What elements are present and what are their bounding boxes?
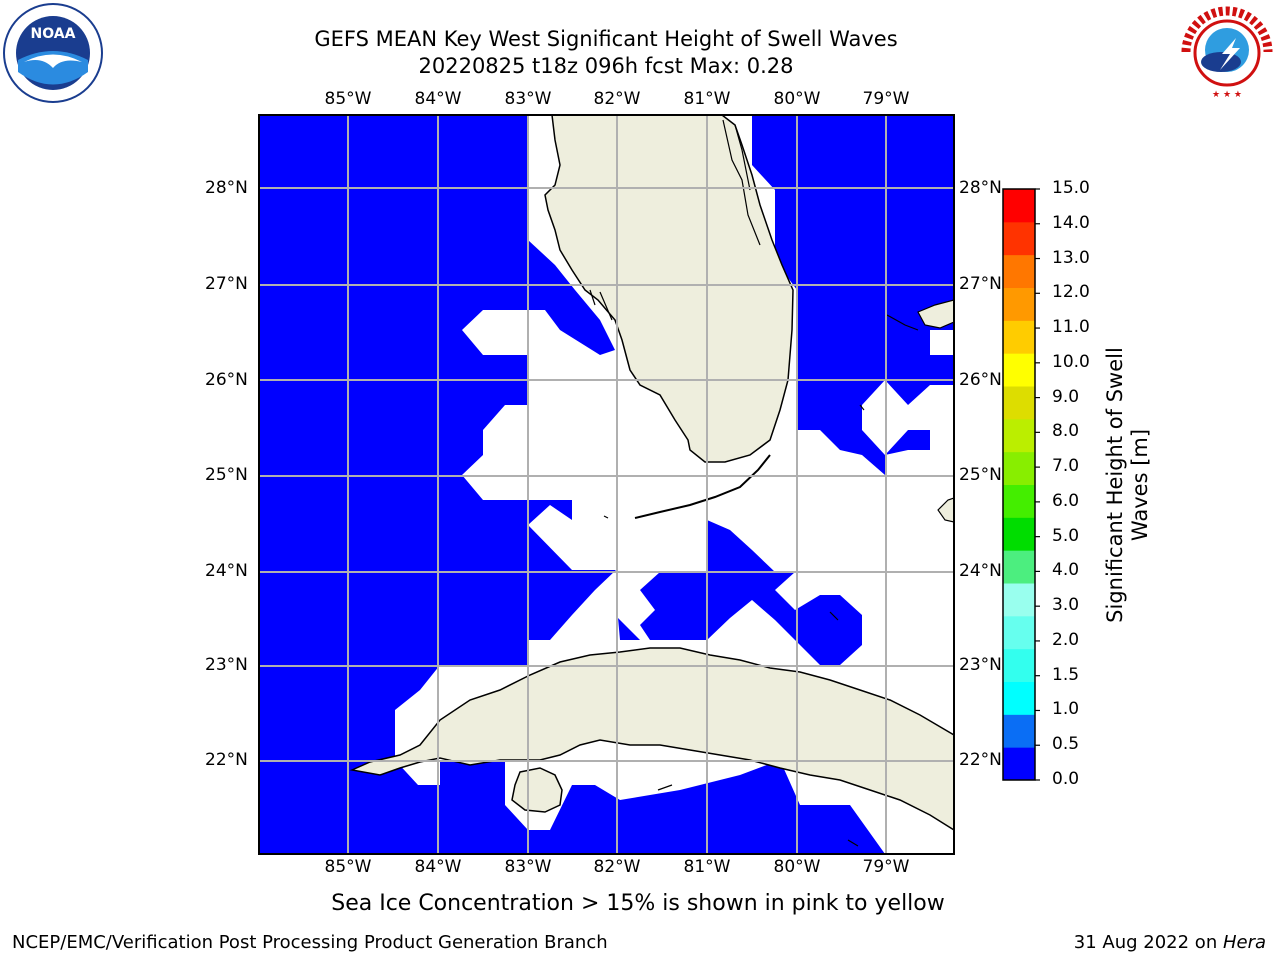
colorbar-tick-label: 1.5 (1052, 664, 1080, 685)
colorbar-tick-label: 9.0 (1052, 386, 1080, 407)
colorbar (1002, 188, 1040, 781)
colorbar-title: Significant Height of Swell Waves [m] (1103, 347, 1152, 623)
water-region (885, 380, 954, 405)
colorbar-swatch (1003, 386, 1035, 420)
lat-label-right: 22°N (959, 750, 1002, 770)
colorbar-tick-label: 4.0 (1052, 560, 1080, 581)
colorbar-swatch (1003, 583, 1035, 617)
colorbar-tick-label: 6.0 (1052, 490, 1080, 511)
lon-label-top: 82°W (593, 89, 641, 109)
coast-line (603, 314, 919, 847)
lat-label-left: 24°N (205, 561, 248, 581)
colorbar-tick-label: 10.0 (1052, 351, 1090, 372)
land-region (917, 299, 954, 329)
noaa-logo-text: NOAA (31, 26, 76, 42)
colorbar-swatch (1003, 648, 1035, 682)
water-region (752, 115, 954, 475)
lon-label-top: 80°W (773, 89, 821, 109)
lon-label-bottom: 79°W (862, 857, 910, 877)
colorbar-tick-label: 13.0 (1052, 247, 1090, 268)
colorbar-tick-label: 8.0 (1052, 421, 1080, 442)
colorbar-swatch (1003, 353, 1035, 387)
colorbar-tick-label: 0.5 (1052, 734, 1080, 755)
footer-date: 31 Aug 2022 on Hera (1074, 932, 1266, 953)
footer-credit: NCEP/EMC/Verification Post Processing Pr… (12, 932, 608, 953)
colorbar-frame (1002, 188, 1036, 781)
land-region (937, 497, 954, 523)
water-region (618, 618, 640, 640)
colorbar-swatch (1003, 517, 1035, 551)
colorbar-swatch (1003, 550, 1035, 584)
lat-label-right: 25°N (959, 465, 1002, 485)
colorbar-swatch (1003, 189, 1035, 223)
land-region (544, 115, 794, 463)
footer-host: Hera (1222, 932, 1266, 953)
svg-text:★ ★ ★: ★ ★ ★ (1212, 90, 1242, 100)
colorbar-tick-label: 14.0 (1052, 212, 1090, 233)
sea-ice-caption: Sea Ice Concentration > 15% is shown in … (331, 891, 945, 916)
colorbar-swatch (1003, 254, 1035, 288)
water-region (640, 520, 862, 665)
lon-label-top: 83°W (504, 89, 552, 109)
lon-label-top: 85°W (324, 89, 372, 109)
lon-label-bottom: 84°W (414, 857, 462, 877)
land-region (349, 647, 954, 831)
colorbar-tick-label: 0.0 (1052, 769, 1080, 789)
lat-label-left: 27°N (205, 274, 248, 294)
colorbar-tick-label: 15.0 (1052, 178, 1090, 198)
lon-label-top: 84°W (414, 89, 462, 109)
lon-label-bottom: 85°W (324, 857, 372, 877)
map-frame (258, 114, 955, 855)
lat-label-right: 26°N (959, 370, 1002, 390)
colorbar-swatch (1003, 681, 1035, 715)
nws-logo: ★ ★ ★ (1179, 5, 1275, 101)
lon-label-bottom: 83°W (504, 857, 552, 877)
coast-line (722, 119, 761, 246)
colorbar-tick-label: 12.0 (1052, 282, 1090, 303)
lon-label-bottom: 82°W (593, 857, 641, 877)
colorbar-tick-label: 2.0 (1052, 629, 1080, 650)
colorbar-tick-label: 11.0 (1052, 317, 1090, 338)
chart-title: GEFS MEAN Key West Significant Height of… (314, 27, 898, 51)
lat-label-left: 28°N (205, 178, 248, 198)
lon-label-top: 81°W (683, 89, 731, 109)
colorbar-swatch (1003, 221, 1035, 256)
footer-date-text: 31 Aug 2022 on (1073, 932, 1223, 953)
lat-label-left: 22°N (205, 750, 248, 770)
colorbar-swatch (1003, 451, 1035, 485)
lat-label-right: 24°N (959, 561, 1002, 581)
lat-label-left: 23°N (205, 655, 248, 675)
lon-label-bottom: 81°W (683, 857, 731, 877)
colorbar-tick-label: 1.0 (1052, 699, 1080, 720)
lat-label-left: 26°N (205, 370, 248, 390)
lat-label-right: 23°N (959, 655, 1002, 675)
lat-label-right: 27°N (959, 274, 1002, 294)
lon-label-top: 79°W (862, 89, 910, 109)
colorbar-swatch (1003, 484, 1035, 518)
colorbar-tick-label: 5.0 (1052, 525, 1080, 546)
colorbar-swatch (1003, 418, 1035, 453)
coast-line (589, 289, 613, 321)
lon-label-bottom: 80°W (773, 857, 821, 877)
colorbar-swatch (1003, 615, 1035, 650)
colorbar-tick-label: 3.0 (1052, 595, 1080, 616)
florida-keys (634, 454, 771, 519)
noaa-logo: NOAA (3, 3, 103, 103)
colorbar-tick-label: 7.0 (1052, 456, 1080, 477)
water-region (259, 115, 885, 854)
colorbar-swatch (1003, 747, 1035, 781)
graticule (259, 115, 954, 854)
land-region (511, 767, 563, 813)
colorbar-swatch (1003, 714, 1035, 748)
lat-label-left: 25°N (205, 465, 248, 485)
lat-label-right: 28°N (959, 178, 1002, 198)
chart-subtitle: 20220825 t18z 096h fcst Max: 0.28 (418, 54, 794, 78)
colorbar-swatch (1003, 320, 1035, 354)
colorbar-swatch (1003, 287, 1035, 321)
